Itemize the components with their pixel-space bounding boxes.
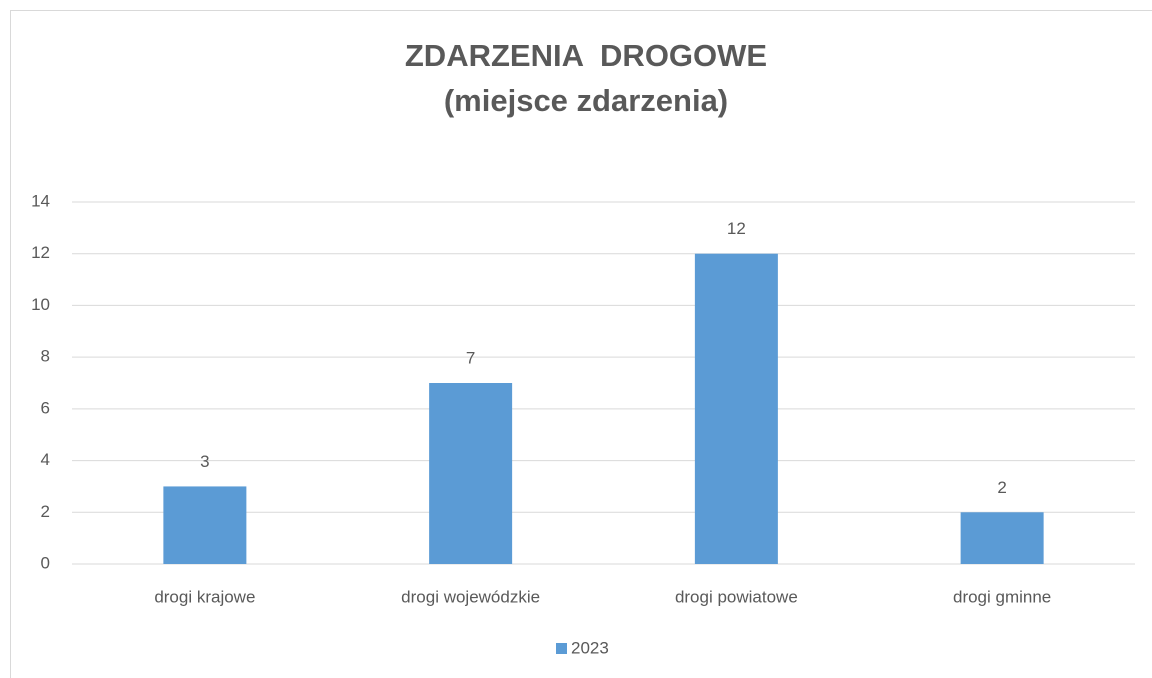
y-tick-label: 14	[31, 191, 50, 210]
y-tick-label: 2	[41, 502, 50, 521]
y-tick-label: 4	[41, 450, 50, 469]
data-label: 12	[727, 219, 746, 238]
bar	[429, 383, 513, 564]
x-tick-label: drogi gminne	[953, 587, 1051, 606]
data-label: 2	[997, 478, 1006, 497]
legend-swatch	[556, 643, 567, 654]
y-tick-label: 8	[41, 347, 50, 366]
chart-subtitle: (miejsce zdarzenia)	[444, 83, 728, 118]
x-tick-label: drogi wojewódzkie	[401, 587, 540, 606]
bar	[163, 486, 247, 564]
y-tick-label: 12	[31, 243, 50, 262]
y-tick-label: 6	[41, 398, 50, 417]
bar	[694, 253, 778, 564]
chart-frame	[10, 10, 1152, 678]
legend-label: 2023	[571, 638, 609, 657]
data-label: 3	[200, 452, 209, 471]
data-label: 7	[466, 348, 475, 367]
chart-title: ZDARZENIA DROGOWE	[405, 38, 767, 73]
y-tick-label: 0	[41, 553, 50, 572]
bar	[960, 512, 1044, 564]
x-tick-label: drogi powiatowe	[675, 587, 798, 606]
y-tick-label: 10	[31, 295, 50, 314]
x-tick-label: drogi krajowe	[154, 587, 255, 606]
